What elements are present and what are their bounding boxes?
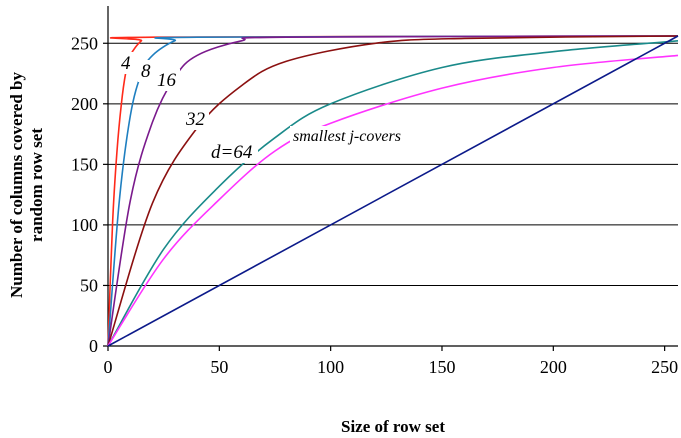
axes [103,6,678,351]
gridlines [108,42,678,286]
y-tick-label-100: 100 [71,215,98,235]
x-tick-label-0: 0 [104,357,113,377]
curve-labels: 4 8 16 32d=64 smallest j-covers [118,52,432,163]
x-axis-title: Size of row set [341,417,445,436]
y-tick-label-0: 0 [89,336,98,356]
curve-label-bg-d-64 [208,141,258,163]
x-tick-labels: 0 50 100 150 200 250 [104,357,679,377]
curve-label-bg-8 [138,60,153,82]
x-tick-label-250: 250 [651,357,678,377]
curve-label-smallest-j-covers: smallest j-covers [293,128,401,145]
series-lines [107,35,679,347]
curve-label-d-64: d=64 [211,142,253,163]
x-tick-label-150: 150 [428,357,455,377]
curve-label-bg-smallest-j-covers [290,126,432,146]
series-line-d-64 [107,40,679,347]
y-tick-label-50: 50 [80,275,98,295]
y-axis-title: Number of columns covered by random row … [7,71,46,298]
y-tick-labels: 0 50 100 150 200 250 [71,33,98,356]
curve-label-4: 4 [121,53,131,74]
x-tick-label-100: 100 [317,357,344,377]
y-axis-title-line-2: random row set [27,128,46,242]
curve-label-16: 16 [157,70,177,91]
series-line-diagonal [107,35,679,347]
series-line-32 [107,35,679,347]
curve-label-bg-16 [154,69,180,91]
x-tick-label-200: 200 [540,357,567,377]
curve-label-32: 32 [185,109,206,130]
curve-label-8: 8 [141,61,151,82]
series-line-16 [107,35,679,347]
series-line-smallest-j-covers [107,54,679,347]
y-tick-label-200: 200 [71,94,98,114]
y-tick-label-150: 150 [71,154,98,174]
curve-label-bg-4 [118,52,133,74]
curve-label-bg-32 [183,108,209,130]
x-tick-label-50: 50 [210,357,228,377]
y-axis-title-line-1: Number of columns covered by [7,71,26,298]
y-tick-label-250: 250 [71,33,98,53]
